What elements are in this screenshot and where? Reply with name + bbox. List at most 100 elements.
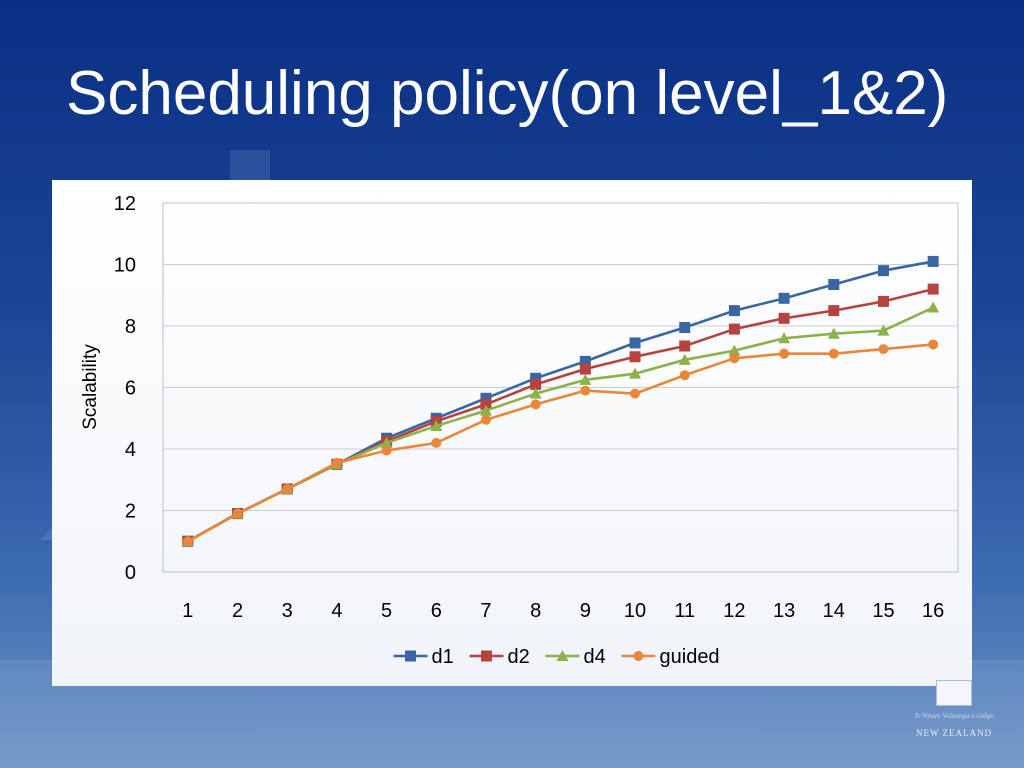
data-point-guided <box>232 508 243 519</box>
legend-swatch-marker <box>481 650 492 662</box>
data-point-d4 <box>827 327 840 339</box>
series-guided <box>182 339 939 547</box>
legend-swatch-marker <box>556 650 569 661</box>
data-point-d1 <box>728 305 740 317</box>
x-tick-label: 16 <box>922 600 944 622</box>
y-axis-label: Scalability <box>80 344 101 430</box>
x-tick-label: 8 <box>530 600 541 622</box>
x-tick-label: 7 <box>480 600 491 622</box>
x-tick-label: 9 <box>580 600 591 622</box>
data-point-d2 <box>728 323 740 335</box>
data-point-d2 <box>679 340 691 352</box>
chart-series <box>181 255 940 547</box>
x-tick-label: 13 <box>773 600 795 622</box>
data-point-guided <box>878 344 889 355</box>
x-axis-tick-labels: 1 2 3 4 5 6 7 8 9 10 11 12 13 14 15 16 <box>182 600 944 622</box>
crest-shield-icon <box>936 680 972 706</box>
crest-motto: Te Whare Wānanga o Otāgo <box>914 712 994 720</box>
data-point-d1 <box>877 265 889 277</box>
data-point-d1 <box>629 337 641 349</box>
university-crest: Te Whare Wānanga o Otāgo NEW ZEALAND <box>912 600 996 748</box>
data-point-d4 <box>778 332 791 344</box>
data-point-guided <box>828 348 839 359</box>
x-tick-label: 4 <box>331 600 342 622</box>
data-point-d1 <box>828 278 840 290</box>
y-tick-label: 6 <box>125 378 136 400</box>
data-point-guided <box>182 536 193 547</box>
series-d2 <box>182 283 939 547</box>
data-point-d2 <box>877 295 889 307</box>
slide-title: Scheduling policy(on level_1&2) <box>66 59 949 128</box>
x-tick-label: 5 <box>381 600 392 622</box>
x-tick-label: 6 <box>431 600 442 622</box>
x-tick-label: 14 <box>823 600 845 622</box>
series-line-d1 <box>187 260 934 543</box>
y-tick-label: 2 <box>125 501 136 523</box>
data-point-d2 <box>778 312 790 324</box>
legend-item-d1: d1 <box>393 646 454 668</box>
legend-swatch-marker <box>633 651 644 661</box>
legend-item-d4: d4 <box>545 646 606 668</box>
y-tick-label: 8 <box>125 316 136 338</box>
legend-label: d1 <box>432 646 454 668</box>
crest-country: NEW ZEALAND <box>915 728 993 738</box>
data-point-d2 <box>629 351 641 363</box>
data-point-d4 <box>479 404 492 416</box>
chart-legend: d1 d2 d4 guided <box>393 646 720 668</box>
data-point-guided <box>779 348 790 359</box>
y-tick-label: 10 <box>114 255 136 277</box>
x-tick-label: 3 <box>282 600 293 622</box>
data-point-d2 <box>927 283 939 295</box>
data-point-d1 <box>927 255 939 267</box>
legend-label: d2 <box>508 646 530 668</box>
data-point-guided <box>729 353 740 364</box>
x-tick-label: 11 <box>674 600 695 622</box>
data-point-guided <box>480 414 491 425</box>
data-point-d4 <box>728 344 741 356</box>
data-point-d4 <box>430 419 443 431</box>
legend-item-d2: d2 <box>469 646 530 668</box>
x-tick-label: 1 <box>182 600 193 622</box>
data-point-guided <box>282 483 293 494</box>
chart-panel: 0 2 4 6 8 10 12 1 2 3 4 5 6 7 8 9 10 11 12 13 14 15 16 Scalab… <box>52 180 972 686</box>
data-point-d4 <box>579 373 592 385</box>
series-line-d4 <box>187 306 934 543</box>
series-d4 <box>181 301 940 547</box>
data-point-d4 <box>629 367 642 379</box>
data-point-d4 <box>529 387 542 399</box>
plot-area-border <box>162 202 959 573</box>
series-d1 <box>182 255 939 547</box>
data-point-d1 <box>679 322 691 334</box>
data-point-guided <box>530 399 541 410</box>
data-point-guided <box>580 385 591 396</box>
data-point-d2 <box>828 305 840 317</box>
data-point-guided <box>679 370 690 381</box>
data-point-d4 <box>877 324 890 336</box>
x-tick-label: 15 <box>872 600 894 622</box>
y-tick-label: 0 <box>125 562 136 584</box>
data-point-d4 <box>927 301 940 313</box>
legend-item-guided: guided <box>621 646 720 668</box>
x-tick-label: 12 <box>723 600 745 622</box>
series-line-guided <box>187 343 934 543</box>
x-tick-label: 2 <box>232 600 243 622</box>
data-point-guided <box>928 339 939 350</box>
data-point-d4 <box>380 436 393 448</box>
data-point-d1 <box>778 292 790 304</box>
y-tick-label: 12 <box>114 193 136 215</box>
series-line-d2 <box>187 287 934 543</box>
data-point-guided <box>381 445 392 456</box>
data-point-d4 <box>678 353 691 365</box>
legend-label: guided <box>660 646 720 668</box>
legend-swatch-marker <box>405 650 416 662</box>
y-axis-tick-labels: 0 2 4 6 8 10 12 <box>114 193 136 584</box>
data-point-guided <box>331 457 342 468</box>
chart-gridlines <box>163 202 958 511</box>
data-point-d2 <box>579 363 591 375</box>
x-tick-label: 10 <box>624 600 646 622</box>
legend-label: d4 <box>584 646 606 668</box>
data-point-guided <box>630 388 641 399</box>
data-point-guided <box>431 437 442 448</box>
y-tick-label: 4 <box>125 439 136 461</box>
